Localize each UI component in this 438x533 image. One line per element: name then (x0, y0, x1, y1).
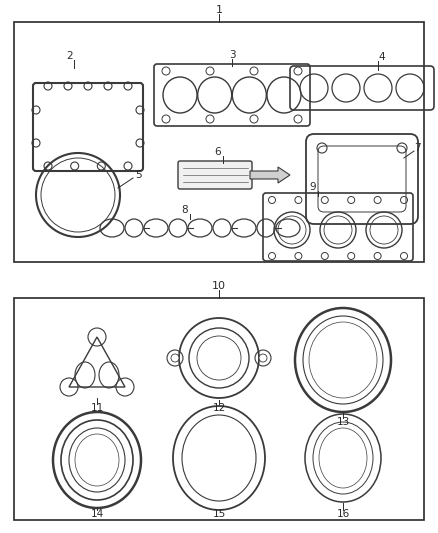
Text: 1: 1 (215, 5, 223, 15)
Text: 2: 2 (67, 51, 73, 61)
Text: 12: 12 (212, 403, 226, 413)
Text: 8: 8 (182, 205, 188, 215)
Circle shape (259, 354, 267, 362)
Bar (14, 22, 424, 262)
Text: 3: 3 (229, 50, 235, 60)
Text: 13: 13 (336, 417, 350, 427)
Text: 7: 7 (413, 143, 420, 153)
Text: 15: 15 (212, 509, 226, 519)
FancyBboxPatch shape (178, 161, 252, 189)
Text: 16: 16 (336, 509, 350, 519)
FancyArrow shape (250, 167, 290, 183)
Circle shape (171, 354, 179, 362)
Text: 6: 6 (215, 147, 221, 157)
Text: 5: 5 (135, 170, 141, 180)
Text: 9: 9 (310, 182, 316, 192)
Text: 14: 14 (90, 509, 104, 519)
Text: 11: 11 (90, 403, 104, 413)
Bar (14, 298, 424, 520)
Text: 10: 10 (212, 281, 226, 291)
Text: 4: 4 (379, 52, 385, 62)
